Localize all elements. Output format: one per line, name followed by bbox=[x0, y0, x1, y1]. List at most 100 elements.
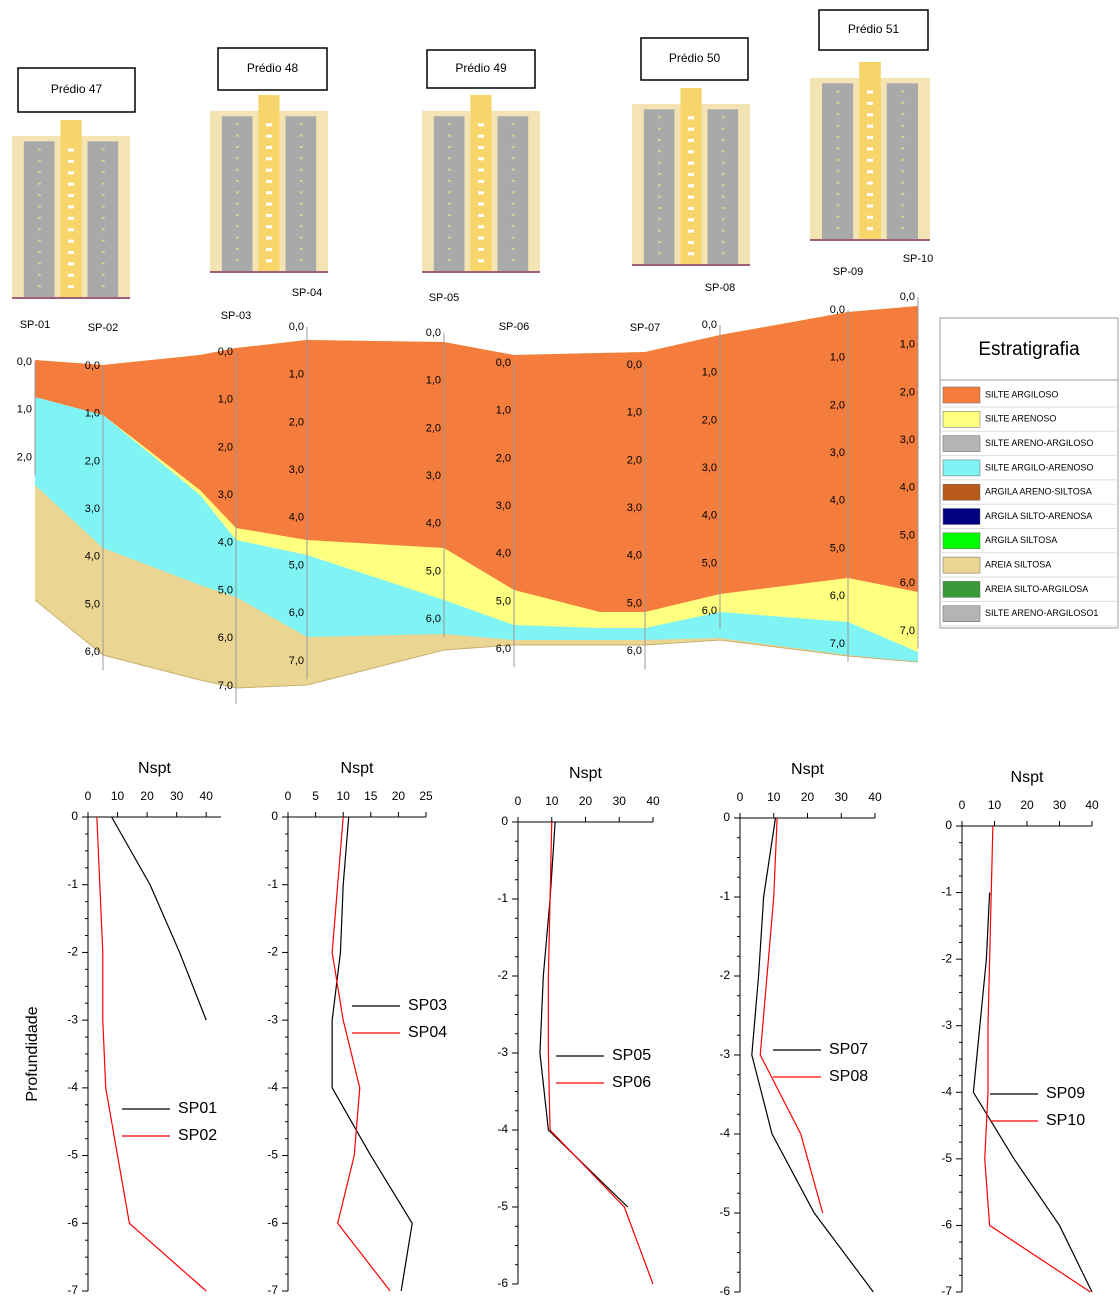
y-tick-label: -2 bbox=[941, 951, 952, 965]
window bbox=[478, 236, 484, 240]
building-label: Prédio 50 bbox=[669, 51, 721, 65]
x-tick-label: 0 bbox=[515, 794, 522, 808]
window bbox=[478, 179, 484, 183]
depth-label: 5,0 bbox=[627, 597, 642, 609]
depth-label: 2,0 bbox=[85, 455, 100, 467]
window bbox=[721, 161, 725, 164]
building-core bbox=[60, 120, 82, 298]
window bbox=[266, 134, 272, 138]
window bbox=[836, 181, 840, 184]
depth-label: 6,0 bbox=[702, 605, 717, 617]
window bbox=[299, 134, 303, 137]
window bbox=[37, 148, 41, 151]
x-tick-label: 30 bbox=[170, 789, 184, 803]
y-tick-label: -4 bbox=[497, 1122, 508, 1136]
window bbox=[721, 150, 725, 153]
depth-label: 1,0 bbox=[830, 352, 845, 364]
legend-swatch bbox=[942, 411, 981, 428]
y-tick-label: -6 bbox=[267, 1215, 278, 1229]
window bbox=[657, 184, 661, 187]
depth-label: 6,0 bbox=[426, 613, 441, 625]
window bbox=[235, 225, 239, 228]
x-tick-label: 10 bbox=[337, 789, 351, 803]
window bbox=[299, 247, 303, 250]
depth-label: 1,0 bbox=[496, 405, 511, 417]
window bbox=[37, 273, 41, 276]
window bbox=[101, 273, 105, 276]
depth-label: 1,0 bbox=[900, 339, 915, 351]
building-label-box bbox=[217, 47, 328, 91]
window bbox=[836, 227, 840, 230]
window bbox=[101, 216, 105, 219]
depth-label: 4,0 bbox=[218, 537, 233, 549]
depth-label: 6,0 bbox=[85, 646, 100, 658]
depth-label: 6,0 bbox=[627, 645, 642, 657]
window bbox=[867, 227, 873, 231]
data-line bbox=[96, 816, 207, 1292]
window bbox=[721, 184, 725, 187]
window bbox=[235, 157, 239, 160]
window bbox=[657, 150, 661, 153]
legend-label: SILTE ARENO-ARGILOSO bbox=[985, 438, 1093, 448]
window bbox=[299, 168, 303, 171]
depth-label: 2,0 bbox=[900, 386, 915, 398]
window bbox=[511, 168, 515, 171]
borehole-label: SP-04 bbox=[292, 287, 323, 299]
window bbox=[721, 240, 725, 243]
x-tick-label: 20 bbox=[392, 789, 406, 803]
depth-label: 5,0 bbox=[496, 595, 511, 607]
window bbox=[867, 124, 873, 128]
window bbox=[688, 240, 694, 244]
depth-label: 3,0 bbox=[702, 462, 717, 474]
window bbox=[511, 145, 515, 148]
depth-label: 4,0 bbox=[830, 495, 845, 507]
y-tick-label: -3 bbox=[267, 1012, 278, 1026]
depth-label: 0,0 bbox=[426, 327, 441, 339]
window bbox=[68, 171, 74, 175]
y-tick-label: -5 bbox=[941, 1151, 952, 1165]
window bbox=[299, 225, 303, 228]
borehole-label: SP-09 bbox=[833, 266, 864, 278]
window bbox=[901, 227, 905, 230]
depth-label: 3,0 bbox=[830, 447, 845, 459]
depth-label: 6,0 bbox=[289, 607, 304, 619]
window bbox=[299, 213, 303, 216]
legend-label: SILTE ARENO-ARGILOSO1 bbox=[985, 608, 1098, 618]
depth-label: 6,0 bbox=[218, 632, 233, 644]
depth-label: 2,0 bbox=[17, 451, 32, 463]
window bbox=[511, 259, 515, 262]
window bbox=[688, 218, 694, 222]
y-tick-label: -4 bbox=[941, 1084, 952, 1098]
window bbox=[68, 159, 74, 163]
depth-label: 4,0 bbox=[627, 550, 642, 562]
window bbox=[266, 213, 272, 217]
window bbox=[657, 240, 661, 243]
window bbox=[867, 90, 873, 94]
window bbox=[266, 236, 272, 240]
window bbox=[688, 229, 694, 233]
y-tick-label: -4 bbox=[719, 1126, 730, 1140]
window bbox=[235, 213, 239, 216]
x-tick-label: 30 bbox=[613, 794, 627, 808]
y-tick-label: -2 bbox=[719, 968, 730, 982]
window bbox=[478, 259, 484, 263]
window bbox=[721, 127, 725, 130]
window bbox=[299, 259, 303, 262]
data-line bbox=[331, 816, 413, 1292]
window bbox=[68, 148, 74, 152]
y-tick-label: -6 bbox=[719, 1284, 730, 1298]
building-label-box bbox=[640, 37, 749, 81]
y-tick-label: -4 bbox=[67, 1080, 78, 1094]
chart-title: Nspt bbox=[569, 765, 602, 782]
data-line bbox=[984, 825, 1091, 1293]
depth-label: 2,0 bbox=[218, 441, 233, 453]
legend-label: SP02 bbox=[178, 1127, 217, 1144]
window bbox=[511, 247, 515, 250]
y-tick-label: -5 bbox=[497, 1199, 508, 1213]
window bbox=[101, 148, 105, 151]
legend-swatch bbox=[942, 556, 981, 574]
depth-label: 5,0 bbox=[426, 565, 441, 577]
window bbox=[447, 247, 451, 250]
window bbox=[266, 259, 272, 263]
y-tick-label: 0 bbox=[71, 809, 78, 823]
